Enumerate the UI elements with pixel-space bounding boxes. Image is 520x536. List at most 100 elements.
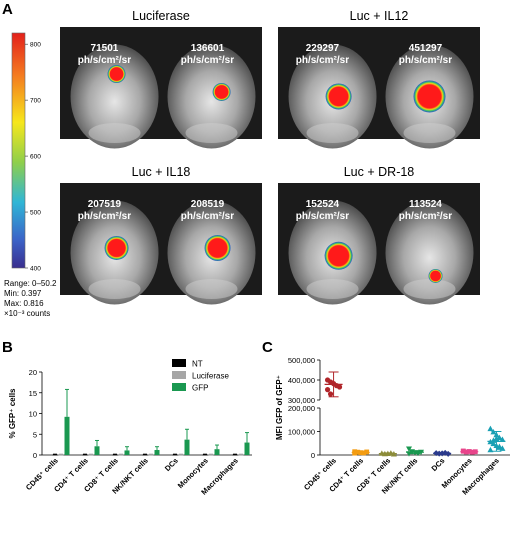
b-bar: [118, 454, 124, 456]
b-bar: [238, 454, 244, 456]
b-legend-label: Luciferase: [192, 372, 229, 381]
colorbar-min: Min: 0.397: [4, 289, 42, 298]
b-bar: [208, 454, 214, 456]
b-bar: [82, 454, 88, 456]
b-legend-swatch: [172, 383, 186, 391]
b-y-tick-label: 15: [29, 389, 37, 398]
b-bar: [232, 454, 238, 456]
c-point: [490, 440, 497, 447]
tumor-signal: [204, 234, 231, 261]
colorbar-tick-label: 400: [30, 266, 41, 273]
b-bar: [142, 454, 148, 456]
c-point: [496, 443, 503, 449]
mouse-tail-base: [88, 123, 141, 143]
tumor-signal: [413, 80, 446, 113]
b-bar: [244, 442, 250, 455]
c-point: [324, 387, 331, 393]
panel-b-label: B: [2, 339, 13, 356]
colorbar-ticks: 800 700 600 500 400: [25, 42, 41, 273]
c-y-axis-label: MFI GFP of GFP⁺: [275, 375, 284, 440]
radiance-unit: ph/s/cm²/sr: [399, 55, 452, 66]
colorbar-tick-label: 500: [30, 210, 41, 217]
c-y-tick-label: 0: [311, 451, 315, 460]
radiance-value: 113524: [409, 199, 442, 210]
colorbar-units: ×10⁻³ counts: [4, 309, 50, 318]
image-panel: Luc + IL12229297ph/s/cm²/sr451297ph/s/cm…: [278, 9, 480, 149]
c-category-label: DCs: [430, 456, 447, 473]
b-bar: [184, 439, 190, 455]
radiance-unit: ph/s/cm²/sr: [296, 211, 349, 222]
colorbar-max: Max: 0.816: [4, 299, 44, 308]
tumor-signal: [104, 235, 129, 260]
tumor-signal: [107, 65, 126, 84]
b-legend-swatch: [172, 359, 186, 367]
image-panel: Luc + IL18207519ph/s/cm²/sr208519ph/s/cm…: [60, 165, 262, 305]
b-y-tick-label: 0: [33, 451, 37, 460]
image-title: Luc + DR-18: [344, 165, 415, 179]
image-panel: Luc + DR-18152524ph/s/cm²/sr113524ph/s/c…: [278, 165, 480, 305]
colorbar-range: Range: 0–50.2: [4, 279, 57, 288]
radiance-unit: ph/s/cm²/sr: [399, 211, 452, 222]
colorbar-tick-label: 700: [30, 98, 41, 105]
mouse-body: [167, 44, 256, 149]
b-legend-swatch: [172, 371, 186, 379]
c-point: [406, 446, 412, 452]
c-y-tick-label: 200,000: [288, 404, 315, 413]
c-point: [352, 450, 358, 456]
mouse-body: [70, 44, 159, 149]
radiance-unit: ph/s/cm²/sr: [181, 55, 234, 66]
mouse-tail-base: [403, 279, 456, 299]
tumor-signal: [428, 268, 443, 283]
b-bar: [154, 450, 160, 455]
c-y-tick-label: 300,000: [288, 396, 315, 405]
b-bar: [58, 454, 64, 456]
mouse-tail-base: [185, 123, 238, 143]
bioluminescence-images: Luciferase71501ph/s/cm²/sr136601ph/s/cm²…: [60, 9, 480, 305]
radiance-value: 451297: [409, 43, 443, 54]
b-bar: [214, 449, 220, 455]
b-bar: [88, 454, 94, 456]
b-bar: [178, 454, 184, 456]
mouse-body: [385, 200, 474, 305]
c-y-tick-label: 500,000: [288, 356, 315, 365]
b-y-axis-label: % GFP⁺ cells: [8, 388, 17, 439]
panel-a-label: A: [2, 1, 13, 18]
b-bar: [64, 416, 70, 455]
b-bar: [148, 454, 154, 456]
radiance-value: 71501: [91, 43, 119, 54]
c-point: [460, 448, 466, 454]
mouse-tail-base: [185, 279, 238, 299]
tumor-signal: [324, 241, 353, 270]
colorbar-gradient: [11, 32, 26, 269]
c-y-tick-label: 400,000: [288, 376, 315, 385]
mouse-tail-base: [306, 279, 359, 299]
tumor-signal: [325, 83, 352, 110]
image-title: Luc + IL12: [350, 9, 409, 23]
tumor-signal: [212, 82, 231, 101]
c-point: [499, 445, 506, 451]
b-y-tick-label: 10: [29, 410, 37, 419]
b-legend-label: GFP: [192, 384, 208, 393]
radiance-unit: ph/s/cm²/sr: [181, 211, 234, 222]
radiance-value: 207519: [88, 199, 122, 210]
colorbar-tick-label: 600: [30, 154, 41, 161]
radiance-unit: ph/s/cm²/sr: [78, 211, 131, 222]
b-legend-label: NT: [192, 360, 203, 369]
image-title: Luc + IL18: [132, 165, 191, 179]
mouse-tail-base: [306, 123, 359, 143]
b-bar: [112, 454, 118, 456]
colorbar-tick-label: 800: [30, 42, 41, 49]
image-title: Luciferase: [132, 9, 190, 23]
mouse-tail-base: [88, 279, 141, 299]
b-bar: [124, 450, 130, 455]
chart-c: 300,000 400,000 500,000 0 100,000 200,000 MFI …: [275, 356, 510, 497]
c-point: [327, 391, 334, 397]
b-bar: [94, 446, 100, 455]
b-bar: [202, 454, 208, 456]
c-point: [336, 384, 343, 390]
panel-c-label: C: [262, 339, 273, 356]
radiance-value: 136601: [191, 43, 225, 54]
c-point: [487, 425, 494, 432]
